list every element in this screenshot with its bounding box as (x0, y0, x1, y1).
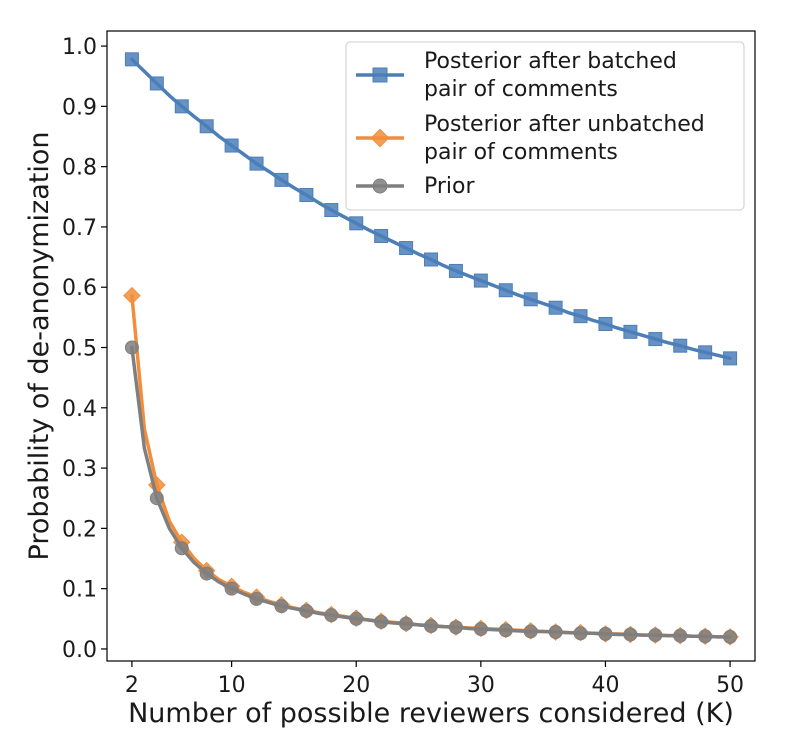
legend-label: Posterior after batched (424, 49, 677, 74)
data-point (523, 624, 538, 639)
data-point (299, 603, 314, 618)
data-point (424, 619, 438, 634)
series-2 (123, 286, 739, 646)
data-point (199, 119, 214, 134)
data-point (224, 138, 239, 153)
data-point (723, 351, 738, 366)
data-point (274, 599, 289, 614)
series-1 (124, 52, 738, 366)
y-tick-label: 0.3 (62, 457, 97, 482)
data-point (149, 491, 164, 506)
data-point (349, 216, 364, 231)
data-point (124, 340, 139, 355)
data-point (598, 316, 613, 331)
data-point (324, 203, 339, 218)
data-point (473, 622, 488, 637)
legend-box (345, 41, 745, 211)
y-tick-label: 0.0 (62, 638, 97, 663)
data-point (648, 628, 663, 643)
y-tick-label: 1.0 (62, 35, 97, 60)
series-line (130, 345, 732, 639)
y-tick-label: 0.2 (62, 517, 97, 542)
x-axis-title: Number of possible reviewers considered … (128, 698, 734, 729)
data-point (548, 625, 563, 640)
data-point (399, 616, 414, 631)
y-tick-label: 0.7 (62, 216, 97, 241)
plot-frame (106, 30, 756, 662)
legend-entry: Posterior after batched pair of comments (356, 49, 677, 102)
data-point (498, 283, 513, 298)
legend-entry: Posterior after unbatched pair of comment… (356, 112, 705, 165)
x-axis: 2 10 20 30 40 50 (125, 661, 744, 698)
legend-swatch-marker (370, 128, 390, 148)
data-point (623, 627, 638, 642)
y-axis: 0.0 0.1 0.2 0.3 0.4 0.5 0.6 0.7 0.8 0.9 1.0 (62, 35, 107, 663)
legend-swatch-marker (372, 178, 388, 194)
y-tick-label: 0.6 (62, 276, 97, 301)
data-point (548, 300, 563, 315)
data-point (224, 581, 239, 596)
data-point (723, 629, 738, 644)
data-point (673, 338, 688, 353)
data-point (648, 332, 663, 347)
series-line (130, 293, 732, 639)
data-point (374, 228, 389, 243)
legend-label: pair of comments (424, 140, 618, 165)
data-point (698, 629, 713, 644)
legend-label: Posterior after unbatched (424, 112, 705, 137)
data-point (573, 309, 588, 324)
data-point (274, 172, 289, 187)
data-point (673, 628, 688, 643)
data-point (249, 156, 264, 171)
data-point (399, 241, 414, 256)
y-tick-label: 0.5 (62, 337, 97, 362)
data-point (249, 591, 264, 606)
y-tick-label: 0.8 (62, 156, 97, 181)
data-point (374, 614, 389, 629)
data-point (523, 292, 538, 307)
data-point (124, 52, 139, 67)
legend-label: pair of comments (424, 77, 618, 102)
series-3 (124, 340, 738, 644)
y-tick-label: 0.4 (62, 397, 97, 422)
x-tick-label: 50 (716, 673, 744, 698)
x-tick-label: 2 (125, 673, 139, 698)
data-point (573, 626, 588, 641)
data-point (448, 263, 463, 278)
data-point (448, 620, 463, 635)
y-axis-title: Probability of de-anonymization (24, 132, 55, 561)
legend-swatch-marker (372, 67, 388, 83)
y-tick-label: 0.1 (62, 578, 97, 603)
y-tick-label: 0.9 (62, 95, 97, 120)
data-point (349, 611, 364, 626)
legend-label: Prior (424, 174, 475, 199)
x-tick-label: 40 (591, 673, 619, 698)
data-point (299, 187, 314, 202)
legend-entry: Prior (356, 174, 475, 199)
x-tick-label: 10 (218, 673, 246, 698)
data-point (174, 99, 189, 114)
data-point (498, 623, 513, 638)
x-tick-label: 20 (342, 673, 370, 698)
data-point (324, 608, 339, 623)
data-point (698, 345, 713, 360)
x-tick-label: 30 (467, 673, 495, 698)
data-point (149, 76, 164, 91)
plot-series (123, 52, 739, 646)
data-point (123, 286, 141, 305)
data-point (598, 626, 613, 641)
data-point (623, 324, 638, 339)
data-point (424, 252, 438, 267)
data-point (199, 566, 214, 581)
data-point (473, 273, 488, 288)
data-point (174, 541, 189, 556)
